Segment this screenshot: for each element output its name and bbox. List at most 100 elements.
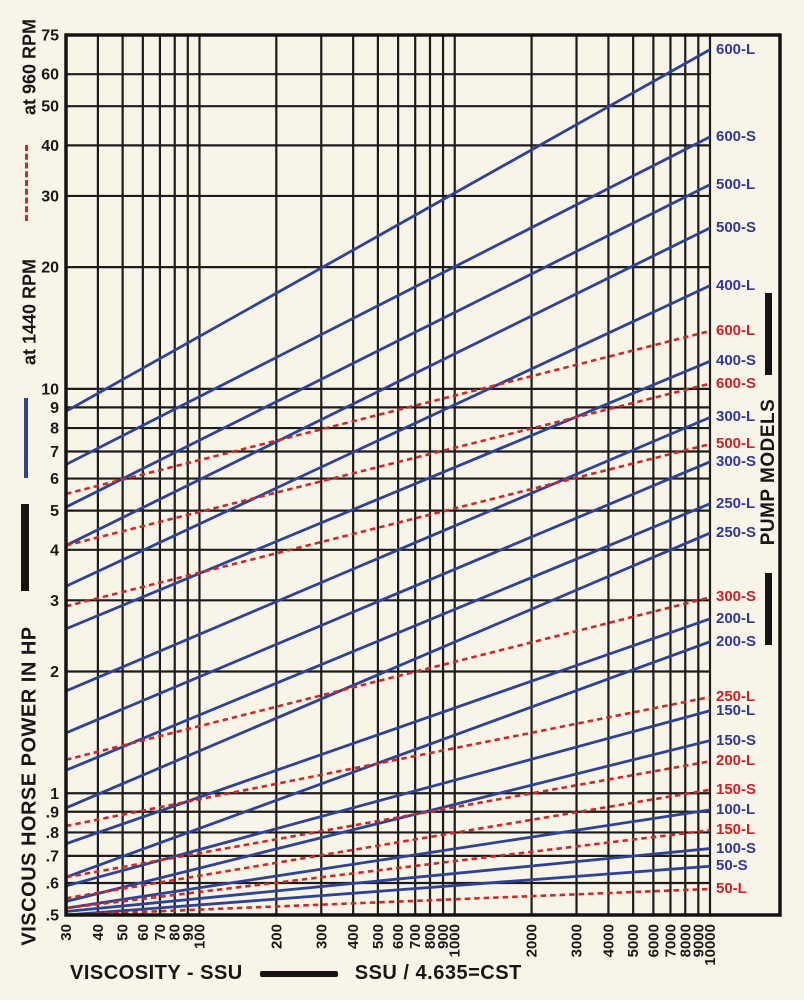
x-tick-label-200: 200 — [268, 924, 285, 949]
curve-250-L-960rpm — [66, 695, 710, 828]
pump-model-label-400-L-1440rpm: 400-L — [716, 276, 756, 294]
y-tick-label-8: 8 — [50, 421, 59, 438]
y-tick-label-10: 10 — [41, 381, 59, 398]
bottom-legend: VISCOSITY - SSU SSU / 4.635=CST — [70, 962, 522, 985]
y-tick-label-1: 1 — [50, 786, 59, 803]
pump-model-label-600-L-1440rpm: 600-L — [716, 40, 756, 58]
curve-500-L-1440rpm — [66, 183, 710, 509]
pump-model-label-100-S-1440rpm: 100-S — [716, 839, 757, 857]
y-axis-title: VISCOUS HORSE POWER IN HP — [18, 626, 41, 946]
right-axis-title: PUMP MODELS — [758, 398, 779, 546]
pump-model-label-150-L-960rpm: 150-L — [716, 821, 756, 839]
y-tick-label-60: 60 — [41, 67, 59, 84]
curve-600-L-1440rpm — [66, 48, 710, 413]
x-tick-label-3000: 3000 — [569, 924, 586, 957]
curve-300-S-1440rpm — [66, 460, 710, 735]
y-tick-label-4: 4 — [50, 542, 59, 559]
legend-960rpm-line-sample — [25, 145, 28, 221]
legend-1440rpm-line-sample — [24, 398, 28, 478]
legend-960rpm-label: at 960 RPM — [19, 18, 40, 116]
pump-model-label-300-S-1440rpm: 300-S — [716, 452, 757, 470]
curve-150-S-960rpm — [66, 788, 710, 900]
pump-model-label-200-L-960rpm: 200-L — [716, 752, 756, 770]
x-tick-label-300: 300 — [313, 924, 330, 949]
pump-model-label-100-L-1440rpm: 100-L — [716, 800, 756, 818]
legend-1440rpm-label: at 1440 RPM — [19, 258, 40, 366]
x-tick-label-1000: 1000 — [447, 924, 464, 957]
y-tick-label-5: 5 — [50, 503, 59, 520]
x-axis-title: VISCOSITY - SSU — [70, 962, 243, 984]
curves-group — [66, 48, 710, 915]
pump-model-label-250-L-1440rpm: 250-L — [716, 494, 756, 512]
y-tick-label-40: 40 — [41, 138, 59, 155]
curve-400-L-1440rpm — [66, 284, 710, 588]
x-tick-label-100: 100 — [191, 924, 208, 949]
x-tick-label-500: 500 — [370, 924, 387, 949]
x-tick-label-900: 900 — [435, 924, 452, 949]
curve-600-S-960rpm — [66, 382, 710, 547]
curve-150-S-1440rpm — [66, 739, 710, 903]
curve-500-L-960rpm — [66, 442, 710, 608]
y-tick-label-2: 2 — [50, 664, 59, 681]
pump-model-label-150-L-1440rpm: 150-L — [716, 701, 756, 719]
curve-150-L-960rpm — [66, 828, 710, 910]
x-tick-label-8000: 8000 — [677, 924, 694, 957]
pump-model-label-600-S-1440rpm: 600-S — [716, 127, 757, 145]
x-tick-label-800: 800 — [422, 924, 439, 949]
x-tick-label-2000: 2000 — [524, 924, 541, 957]
pump-model-label-600-L-960rpm: 600-L — [716, 322, 756, 340]
chart-frame — [64, 33, 782, 917]
y-tick-label-.7: .7 — [46, 848, 59, 865]
curve-600-L-960rpm — [66, 329, 710, 496]
curve-250-L-1440rpm — [66, 502, 710, 772]
x-tick-label-50: 50 — [115, 924, 132, 941]
y-tick-label-.5: .5 — [46, 908, 59, 925]
y-tick-label-6: 6 — [50, 471, 59, 488]
pump-models-bracket-bottom — [765, 573, 772, 645]
x-tick-label-9000: 9000 — [690, 924, 707, 957]
curve-300-S-960rpm — [66, 596, 710, 762]
pump-model-label-600-S-960rpm: 600-S — [716, 374, 757, 392]
pump-models-bracket-top — [765, 293, 772, 375]
curve-50-L-960rpm — [66, 887, 710, 915]
pump-model-label-500-L-960rpm: 500-L — [716, 435, 756, 453]
x-tick-label-60: 60 — [135, 924, 152, 941]
curve-500-S-1440rpm — [66, 226, 710, 547]
y-tick-label-75: 75 — [41, 28, 59, 45]
pump-model-label-150-S-1440rpm: 150-S — [716, 731, 757, 749]
pump-model-label-250-S-1440rpm: 250-S — [716, 524, 757, 542]
y-tick-label-.6: .6 — [46, 875, 59, 892]
pump-model-label-150-S-960rpm: 150-S — [716, 780, 757, 798]
pump-model-label-300-S-960rpm: 300-S — [716, 588, 757, 606]
curve-200-S-1440rpm — [66, 640, 710, 879]
grid-line-sample-bar — [259, 970, 338, 977]
y-tick-label-3: 3 — [50, 593, 59, 610]
x-tick-label-4000: 4000 — [600, 924, 617, 957]
pump-model-label-500-L-1440rpm: 500-L — [716, 175, 756, 193]
pump-model-label-50-S-1440rpm: 50-S — [716, 857, 748, 875]
y-tick-label-20: 20 — [41, 260, 59, 277]
x-tick-label-400: 400 — [345, 924, 362, 949]
x-tick-label-5000: 5000 — [625, 924, 642, 957]
pump-model-label-500-S-1440rpm: 500-S — [716, 218, 757, 236]
y-tick-label-9: 9 — [50, 400, 59, 417]
curve-50-S-1440rpm — [66, 864, 710, 915]
pump-model-label-200-L-1440rpm: 200-L — [716, 609, 756, 627]
y-tick-label-30: 30 — [41, 188, 59, 205]
pump-model-label-400-S-1440rpm: 400-S — [716, 352, 757, 370]
x-tick-label-80: 80 — [167, 924, 184, 941]
pump-model-label-50-L-960rpm: 50-L — [716, 879, 747, 897]
x-tick-label-40: 40 — [90, 924, 107, 941]
curve-400-S-1440rpm — [66, 360, 710, 631]
pump-model-label-250-L-960rpm: 250-L — [716, 688, 756, 705]
curve-600-S-1440rpm — [66, 135, 710, 466]
curve-100-S-1440rpm — [66, 847, 710, 913]
x-tick-label-7000: 7000 — [662, 924, 679, 957]
x-tick-label-6000: 6000 — [645, 924, 662, 957]
x-tick-label-30: 30 — [58, 924, 75, 941]
curve-200-L-1440rpm — [66, 617, 710, 846]
y-tick-label-.8: .8 — [46, 825, 59, 842]
x-tick-label-10000: 10000 — [702, 924, 719, 966]
